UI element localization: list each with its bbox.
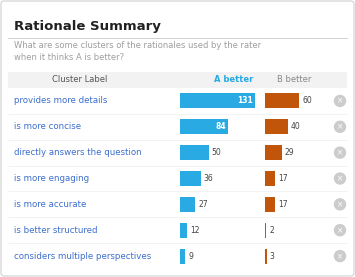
Text: 3: 3: [270, 252, 275, 261]
Text: considers multiple perspectives: considers multiple perspectives: [14, 252, 151, 261]
Text: directly answers the question: directly answers the question: [14, 148, 142, 157]
Text: 27: 27: [198, 200, 208, 209]
Text: B better: B better: [277, 76, 311, 84]
Text: 60: 60: [302, 96, 312, 106]
Text: 9: 9: [188, 252, 193, 261]
Circle shape: [334, 225, 345, 236]
Text: Cluster Label: Cluster Label: [52, 76, 108, 84]
Text: ×: ×: [337, 226, 343, 235]
FancyBboxPatch shape: [180, 119, 228, 134]
FancyBboxPatch shape: [180, 145, 209, 160]
Text: 29: 29: [285, 148, 294, 157]
FancyBboxPatch shape: [265, 197, 275, 212]
Text: 12: 12: [190, 226, 200, 235]
FancyBboxPatch shape: [180, 93, 255, 108]
FancyBboxPatch shape: [180, 248, 185, 264]
Text: A better: A better: [214, 76, 254, 84]
Text: What are some clusters of the rationales used by the rater
when it thinks A is b: What are some clusters of the rationales…: [14, 41, 261, 63]
Text: ×: ×: [337, 174, 343, 183]
FancyBboxPatch shape: [265, 171, 275, 186]
Text: ×: ×: [337, 123, 343, 132]
Text: is more concise: is more concise: [14, 122, 81, 131]
FancyBboxPatch shape: [265, 248, 267, 264]
Text: ×: ×: [337, 148, 343, 157]
Text: ×: ×: [337, 97, 343, 106]
Text: is more accurate: is more accurate: [14, 200, 86, 209]
FancyBboxPatch shape: [180, 171, 201, 186]
Text: 84: 84: [215, 122, 226, 131]
Text: 131: 131: [237, 96, 253, 106]
FancyBboxPatch shape: [265, 223, 266, 238]
FancyBboxPatch shape: [8, 72, 347, 88]
Circle shape: [334, 251, 345, 261]
Text: 17: 17: [278, 200, 287, 209]
FancyBboxPatch shape: [265, 119, 288, 134]
Text: Rationale Summary: Rationale Summary: [14, 20, 161, 33]
Circle shape: [334, 173, 345, 184]
Text: ×: ×: [337, 200, 343, 209]
Text: provides more details: provides more details: [14, 96, 107, 106]
Text: 36: 36: [204, 174, 213, 183]
Text: 2: 2: [269, 226, 274, 235]
Circle shape: [334, 96, 345, 106]
Text: is better structured: is better structured: [14, 226, 98, 235]
Text: ×: ×: [337, 252, 343, 261]
Circle shape: [334, 147, 345, 158]
FancyBboxPatch shape: [265, 93, 299, 108]
Text: is more engaging: is more engaging: [14, 174, 89, 183]
Text: 50: 50: [212, 148, 222, 157]
Circle shape: [334, 121, 345, 132]
Text: 17: 17: [278, 174, 287, 183]
FancyBboxPatch shape: [180, 223, 187, 238]
FancyBboxPatch shape: [180, 197, 196, 212]
FancyBboxPatch shape: [265, 145, 282, 160]
Text: 40: 40: [291, 122, 301, 131]
Circle shape: [334, 199, 345, 210]
